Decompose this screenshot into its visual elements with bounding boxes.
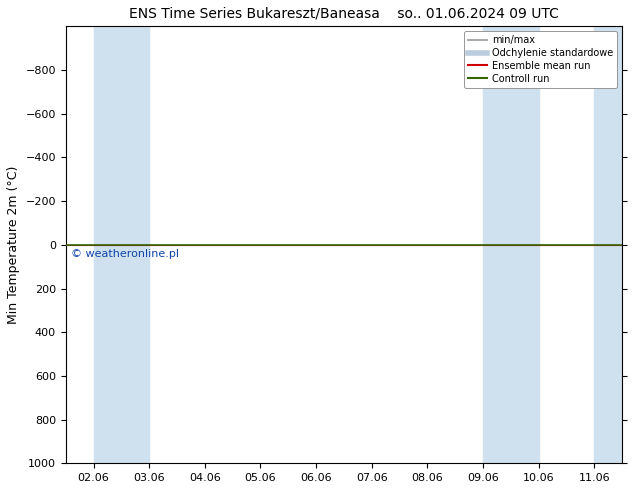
Title: ENS Time Series Bukareszt/Baneasa    so.. 01.06.2024 09 UTC: ENS Time Series Bukareszt/Baneasa so.. 0… — [129, 7, 559, 21]
Bar — [483, 26, 539, 464]
Bar — [594, 26, 622, 464]
Y-axis label: Min Temperature 2m (°C): Min Temperature 2m (°C) — [7, 166, 20, 324]
Bar — [94, 26, 149, 464]
Legend: min/max, Odchylenie standardowe, Ensemble mean run, Controll run: min/max, Odchylenie standardowe, Ensembl… — [464, 31, 618, 88]
Text: © weatheronline.pl: © weatheronline.pl — [71, 249, 179, 259]
